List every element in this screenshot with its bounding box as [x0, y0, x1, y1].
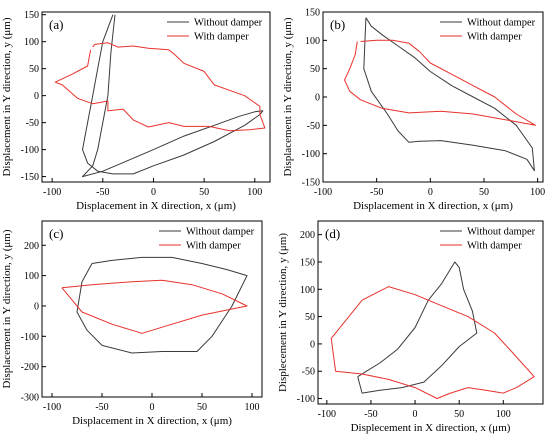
x-tick-label: 100: [245, 402, 260, 413]
y-tick-label: 150: [24, 10, 39, 21]
x-tick-label: 50: [479, 187, 489, 198]
x-tick-label: -100: [43, 402, 61, 413]
chart-panel-a: (a) Displacement in X direction, x (μm) …: [1, 10, 271, 212]
x-tick-label: 100: [496, 409, 511, 420]
series-group: [344, 17, 536, 172]
legend: Without damper With damper: [440, 227, 536, 252]
x-axis-label: Displacement in X direction, x (μm): [72, 415, 232, 427]
y-tick-label: -150: [302, 178, 320, 189]
x-axis-label: Displecement in X direction, x (μm): [351, 422, 511, 434]
legend: Without damper With damper: [167, 18, 263, 43]
y-tick-label: 0: [34, 301, 39, 312]
axis-ticks: -100 -50 0 50 100 -150 -100 -50 0 50 100 150: [21, 10, 263, 198]
y-tick-label: 50: [29, 64, 39, 75]
x-tick-label: -100: [43, 187, 61, 198]
series-line-without-damper: [357, 261, 478, 394]
series-line-with-damper: [344, 39, 536, 126]
series-line-without-damper: [76, 256, 248, 354]
y-tick-label: -100: [21, 332, 39, 343]
x-axis-label: Displacement in X direction, x (μm): [76, 200, 236, 212]
y-tick-label: -100: [302, 149, 320, 160]
legend-label-without-damper: Without damper: [467, 227, 536, 238]
legend: Without damper With damper: [440, 18, 536, 43]
y-tick-label: 200: [24, 241, 39, 252]
y-tick-label: 150: [305, 8, 320, 19]
x-tick-label: -50: [370, 187, 383, 198]
y-tick-label: 0: [315, 93, 320, 104]
x-tick-label: 0: [413, 409, 418, 420]
y-axis-label: Displacement in Y direction, y (μm): [1, 229, 13, 388]
x-tick-label: -100: [314, 187, 332, 198]
plot-area: [317, 220, 544, 405]
panel-label: (b): [330, 17, 345, 32]
panel-label: (d): [325, 226, 340, 241]
x-tick-label: 50: [197, 402, 207, 413]
y-tick-label: -50: [302, 367, 315, 378]
x-tick-label: -50: [96, 187, 109, 198]
legend: Without damper With damper: [159, 227, 255, 252]
y-tick-label: 100: [24, 271, 39, 282]
x-tick-label: -50: [95, 402, 108, 413]
series-group: [61, 256, 248, 354]
y-tick-label: 0: [34, 91, 39, 102]
series-line-without-damper: [82, 14, 264, 178]
y-tick-label: -150: [21, 172, 39, 183]
x-tick-label: 0: [428, 187, 433, 198]
y-tick-label: -300: [21, 393, 39, 404]
series-line-with-damper: [54, 42, 266, 132]
x-tick-label: 0: [150, 402, 155, 413]
series-line-with-damper: [330, 286, 535, 399]
chart-panel-c: (c) Displacement in X direction, x (μm) …: [1, 220, 263, 427]
y-tick-label: 100: [24, 37, 39, 48]
y-tick-label: -100: [297, 394, 315, 405]
y-tick-label: 0: [310, 339, 315, 350]
chart-panel-b: (b) Displacement in X direction, x (μm) …: [282, 8, 545, 213]
y-tick-label: 150: [300, 257, 315, 268]
x-tick-label: 100: [530, 187, 545, 198]
series-group: [54, 14, 266, 178]
x-axis-label: Displacement in X direction, x (μm): [353, 200, 513, 212]
y-axis-label: Displecement in Y direction, y (μm): [277, 233, 289, 392]
series-group: [330, 261, 535, 399]
y-axis-label: Displacement in Y direction, y (μm): [1, 17, 13, 176]
legend-label-with-damper: With damper: [467, 32, 522, 43]
y-tick-label: 200: [300, 230, 315, 241]
series-line-without-damper: [363, 17, 535, 172]
plot-area: [41, 11, 271, 183]
y-tick-label: 100: [300, 285, 315, 296]
legend-label-with-damper: With damper: [186, 241, 241, 252]
x-tick-label: -100: [318, 409, 336, 420]
legend-label-without-damper: Without damper: [467, 18, 536, 29]
y-tick-label: -100: [21, 145, 39, 156]
series-line-with-damper: [61, 279, 248, 334]
legend-label-without-damper: Without damper: [194, 18, 263, 29]
legend-label-with-damper: With damper: [467, 241, 522, 252]
y-tick-label: 50: [310, 64, 320, 75]
y-tick-label: -50: [26, 118, 39, 129]
x-tick-label: 0: [151, 187, 156, 198]
x-tick-label: 50: [454, 409, 464, 420]
y-tick-label: 50: [305, 312, 315, 323]
chart-panel-d: (d) Displecement in X direction, x (μm) …: [277, 220, 544, 434]
axis-ticks: -100 -50 0 50 100 -100 -50 0 50 100 150 200: [297, 230, 511, 420]
x-tick-label: 50: [199, 187, 209, 198]
panel-label: (a): [49, 17, 63, 32]
panel-label: (c): [49, 226, 63, 241]
axis-ticks: -100 -50 0 50 100 -300 -200 -100 0 100 200: [21, 241, 260, 413]
x-tick-label: -50: [364, 409, 377, 420]
legend-label-without-damper: Without damper: [186, 227, 255, 238]
x-tick-label: 100: [247, 187, 262, 198]
y-tick-label: -50: [307, 121, 320, 132]
legend-label-with-damper: With damper: [194, 32, 249, 43]
y-tick-label: 100: [305, 36, 320, 47]
y-tick-label: -200: [21, 362, 39, 373]
y-axis-label: Displacement in Y direction, y (μm): [282, 17, 294, 176]
